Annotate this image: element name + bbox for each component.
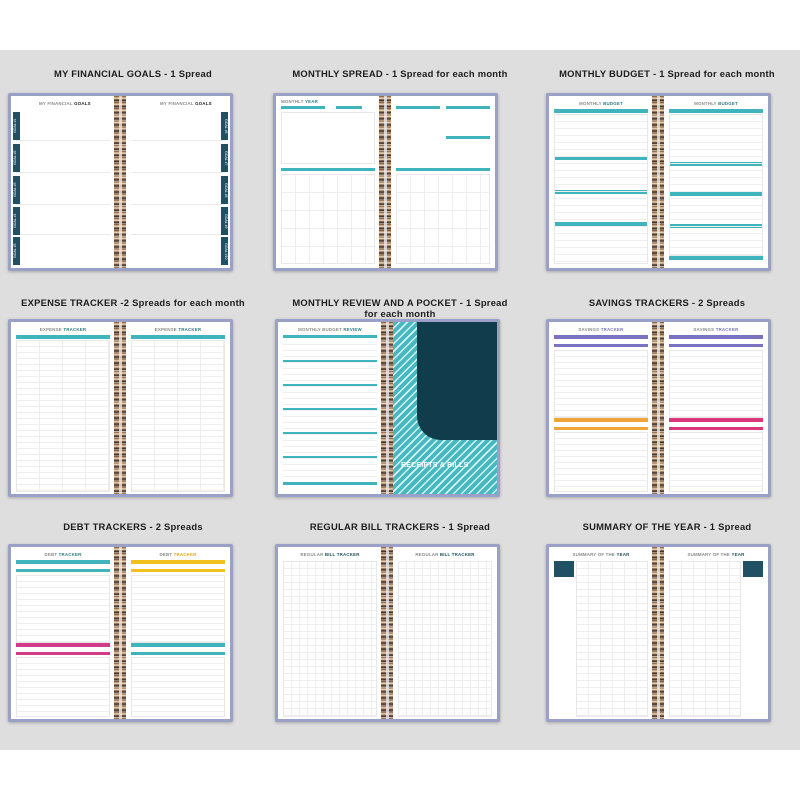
right-page: MONTHLY BUDGET: [664, 96, 768, 268]
goal-label: GOAL #8: [221, 176, 228, 204]
page-title: EXPENSE TRACKER: [39, 327, 87, 332]
left-page: MONTHLY BUDGET REVIEW: [278, 322, 382, 494]
caption: MONTHLY BUDGET - 1 Spread for each month: [559, 68, 775, 79]
spiral-binding: [379, 96, 392, 268]
planner-spread: MY FINANCIAL GOALS GOAL #1 GOAL #2 GOAL …: [8, 93, 233, 271]
page-title: EXPENSE TRACKER: [154, 327, 202, 332]
panel-monthly-budget: MONTHLY BUDGET - 1 Spread for each month…: [534, 68, 800, 298]
left-page: MONTHLY BUDGET: [549, 96, 653, 268]
page-title: MONTHLY BUDGET: [694, 101, 738, 106]
goal-label: GOAL #1: [13, 112, 20, 140]
panel-regular-bill-trackers: REGULAR BILL TRACKERS - 1 Spread REGULAR…: [267, 521, 533, 751]
page-title: MONTHLY BUDGET REVIEW: [298, 327, 362, 332]
planner-spread: MONTHLY BUDGET REVIEW RECEIPTS & BILLS: [275, 319, 500, 497]
page-title: MONTHLY BUDGET: [579, 101, 623, 106]
goal-label: GOAL #5: [13, 237, 20, 265]
planner-spread: SAVINGS TRACKER SAVINGS TRACKER: [546, 319, 771, 497]
left-page: REGULAR BILL TRACKER: [278, 547, 382, 719]
panel-monthly-review: MONTHLY REVIEW AND A POCKET - 1 Spread f…: [267, 297, 533, 527]
right-page: [391, 96, 495, 268]
left-page: SUMMARY OF THE YEAR: [549, 547, 653, 719]
planner-spread: SUMMARY OF THE YEAR SUMMARY OF THE YEAR: [546, 544, 771, 722]
caption: SUMMARY OF THE YEAR - 1 Spread: [582, 521, 752, 532]
page-title: SAVINGS TRACKER: [578, 327, 624, 332]
panel-savings-trackers: SAVINGS TRACKERS - 2 Spreads SAVINGS TRA…: [534, 297, 800, 527]
panel-debt-trackers: DEBT TRACKERS - 2 Spreads DEBT TRACKER D…: [0, 521, 266, 751]
caption: EXPENSE TRACKER -2 Spreads for each mont…: [21, 297, 245, 308]
goal-label: GOAL #3: [13, 176, 20, 204]
caption: MY FINANCIAL GOALS - 1 Spread: [54, 68, 212, 79]
caption: DEBT TRACKERS - 2 Spreads: [63, 521, 203, 532]
right-page: DEBT TRACKER: [126, 547, 230, 719]
planner-spread: MONTHLY YEAR: [273, 93, 498, 271]
spiral-binding: [652, 547, 665, 719]
goal-label: GOAL #6: [221, 112, 228, 140]
spiral-binding: [114, 96, 127, 268]
planner-spread: REGULAR BILL TRACKER REGULAR BILL TRACKE…: [275, 544, 500, 722]
goal-label: GOAL #10: [221, 237, 228, 265]
spiral-binding: [381, 322, 394, 494]
page-title: DEBT TRACKER: [44, 552, 82, 557]
spiral-binding: [381, 547, 394, 719]
goal-label: GOAL #4: [13, 207, 20, 235]
caption: MONTHLY SPREAD - 1 Spread for each month: [292, 68, 508, 79]
caption: MONTHLY REVIEW AND A POCKET - 1 Spread f…: [292, 297, 508, 319]
page-title: MONTHLY YEAR: [281, 99, 319, 104]
panel-expense-tracker: EXPENSE TRACKER -2 Spreads for each mont…: [0, 297, 266, 527]
panel-monthly-spread: MONTHLY SPREAD - 1 Spread for each month…: [267, 68, 533, 298]
left-page: MONTHLY YEAR: [276, 96, 380, 268]
panel-summary-of-year: SUMMARY OF THE YEAR - 1 Spread SUMMARY O…: [534, 521, 800, 751]
receipts-pocket: RECEIPTS & BILLS: [393, 322, 497, 494]
page-title: SUMMARY OF THE YEAR: [572, 552, 630, 557]
page-title: MY FINANCIAL GOALS: [39, 101, 91, 106]
page-title: REGULAR BILL TRACKER: [300, 552, 360, 557]
planner-spread: DEBT TRACKER DEBT TRACKER: [8, 544, 233, 722]
page-title: REGULAR BILL TRACKER: [415, 552, 475, 557]
left-page: MY FINANCIAL GOALS GOAL #1 GOAL #2 GOAL …: [11, 96, 115, 268]
planner-spread: EXPENSE TRACKER EXPENSE TRACKER: [8, 319, 233, 497]
page-title: SUMMARY OF THE YEAR: [687, 552, 745, 557]
right-page: SAVINGS TRACKER: [664, 322, 768, 494]
left-page: EXPENSE TRACKER: [11, 322, 115, 494]
page-title: SAVINGS TRACKER: [693, 327, 739, 332]
spiral-binding: [652, 322, 665, 494]
page-title: MY FINANCIAL GOALS: [160, 101, 212, 106]
spiral-binding: [114, 322, 127, 494]
page-title: DEBT TRACKER: [159, 552, 197, 557]
right-page: SUMMARY OF THE YEAR: [664, 547, 768, 719]
planner-spread: MONTHLY BUDGET MONTHLY BUDGET: [546, 93, 771, 271]
goal-label: GOAL #9: [221, 207, 228, 235]
right-page: MY FINANCIAL GOALS GOAL #6 GOAL #7 GOAL …: [126, 96, 230, 268]
spiral-binding: [114, 547, 127, 719]
right-page: REGULAR BILL TRACKER: [393, 547, 497, 719]
pocket-label: RECEIPTS & BILLS: [401, 462, 469, 469]
goal-label: GOAL #7: [221, 144, 228, 172]
right-page: EXPENSE TRACKER: [126, 322, 230, 494]
caption: REGULAR BILL TRACKERS - 1 Spread: [309, 521, 491, 532]
caption: SAVINGS TRACKERS - 2 Spreads: [588, 297, 746, 308]
panel-financial-goals: MY FINANCIAL GOALS - 1 Spread MY FINANCI…: [0, 68, 266, 298]
pocket-dark-panel: [417, 322, 497, 440]
left-page: DEBT TRACKER: [11, 547, 115, 719]
left-page: SAVINGS TRACKER: [549, 322, 653, 494]
spiral-binding: [652, 96, 665, 268]
goal-label: GOAL #2: [13, 144, 20, 172]
